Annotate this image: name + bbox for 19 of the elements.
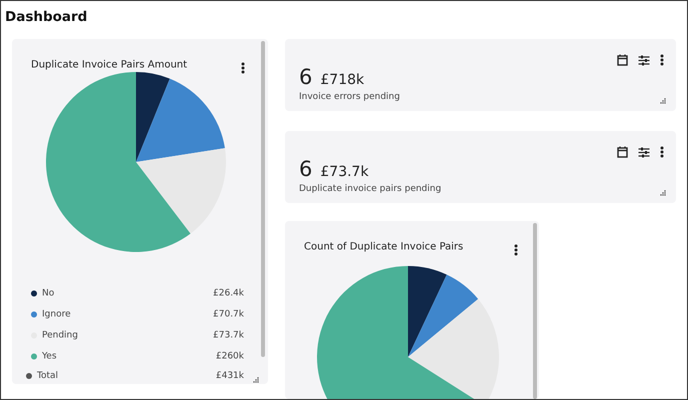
text: £73.7k (320, 164, 369, 180)
text: £431k (216, 371, 244, 381)
legend-label: No (42, 288, 55, 298)
legend-label: Yes (41, 352, 57, 362)
legend-label: Ignore (42, 310, 72, 320)
text: Dashboard (5, 9, 88, 25)
legend-label: Pending (42, 330, 78, 340)
chart-title: Duplicate Invoice Pairs Amount (31, 60, 188, 70)
text: Total (37, 371, 58, 381)
text: 6 (299, 65, 312, 89)
text: Duplicate invoice pairs pending (299, 184, 442, 194)
text: Invoice errors pending (299, 92, 400, 102)
text: £718k (320, 72, 364, 88)
data-label: £73.7k (213, 330, 245, 340)
data-label: £260k (216, 352, 245, 362)
data-label: £26.4k (213, 288, 245, 298)
text: 6 (299, 157, 312, 181)
data-label: £70.7k (213, 310, 245, 320)
chart-title: Count of Duplicate Invoice Pairs (304, 242, 464, 252)
